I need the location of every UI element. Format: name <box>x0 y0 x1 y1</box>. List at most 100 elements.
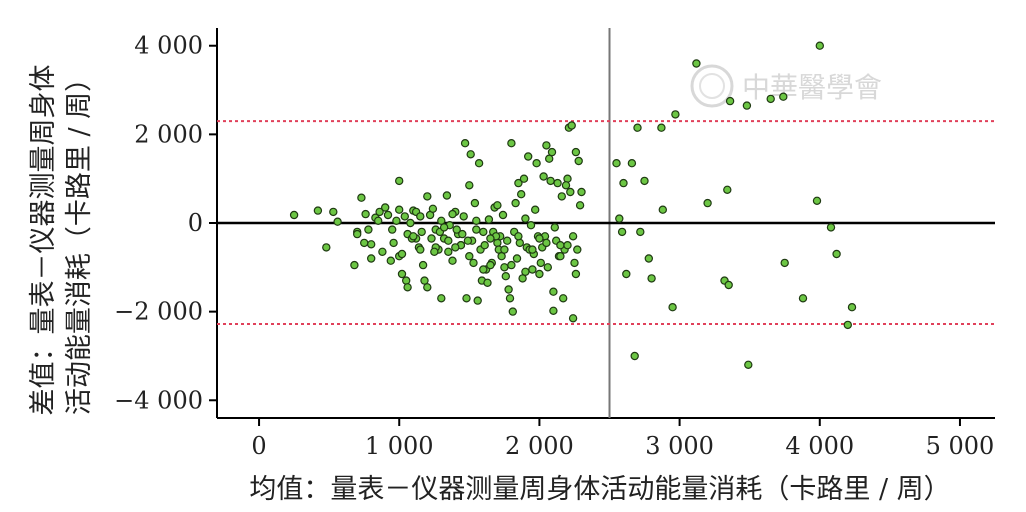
data-point <box>556 240 565 250</box>
data-point <box>633 123 642 132</box>
data-point <box>462 294 471 303</box>
data-point <box>486 260 495 270</box>
data-point <box>766 94 775 104</box>
data-point <box>566 187 575 197</box>
data-point <box>512 254 522 263</box>
data-point <box>536 258 546 268</box>
data-point <box>333 217 342 226</box>
data-point <box>630 351 639 361</box>
data-point <box>493 201 502 210</box>
x-tick-label: 3 000 <box>645 432 714 460</box>
data-point <box>514 178 523 188</box>
data-point <box>427 234 436 243</box>
data-point <box>577 187 586 197</box>
data-point <box>640 176 649 186</box>
data-point <box>546 176 555 186</box>
data-point <box>486 234 495 243</box>
data-point <box>289 210 299 220</box>
data-point <box>374 216 383 225</box>
data-point <box>501 272 510 281</box>
data-point <box>389 238 398 248</box>
data-point <box>472 216 481 225</box>
data-point <box>386 256 395 265</box>
data-point <box>528 245 537 254</box>
data-point <box>452 225 461 234</box>
data-point <box>847 303 857 312</box>
data-point <box>322 243 331 252</box>
y-axis-ticks: 4 000 2 000 0 −2 000 −4 000 <box>114 32 217 414</box>
data-point <box>463 236 473 245</box>
data-point <box>531 205 540 214</box>
data-point <box>532 158 541 168</box>
y-tick-label: 2 000 <box>134 120 203 148</box>
data-point <box>843 320 853 330</box>
data-point <box>466 150 475 159</box>
data-point <box>563 240 572 250</box>
x-axis-title: 均值：量表－仪器测量周身体活动能量消耗（卡路里 / 周） <box>249 474 950 505</box>
data-point <box>469 258 478 268</box>
data-point <box>460 138 470 148</box>
data-point <box>350 260 359 270</box>
watermark-text: 中華醫學會 <box>742 71 882 104</box>
data-point <box>780 258 789 268</box>
data-point <box>568 314 578 323</box>
y-axis-title: 差值：量表－仪器测量周身体 活动能量消耗（卡路里 / 周） <box>28 65 95 416</box>
data-point <box>378 247 387 256</box>
watermark: 中華醫學會 <box>690 64 882 108</box>
x-tick-label: 0 <box>251 432 266 460</box>
data-point <box>430 247 439 256</box>
data-point <box>403 283 412 292</box>
watermark-seal-inner-icon <box>699 73 725 99</box>
data-point <box>528 265 537 274</box>
data-point <box>535 269 544 279</box>
data-point <box>498 210 508 220</box>
data-point <box>381 203 390 212</box>
data-point <box>658 205 668 214</box>
data-point <box>521 267 530 276</box>
data-point <box>507 260 516 270</box>
data-point <box>575 201 585 210</box>
data-point <box>832 249 841 259</box>
data-point <box>725 96 735 106</box>
x-tick-label: 4 000 <box>785 432 854 460</box>
data-point <box>500 245 509 254</box>
data-point <box>479 265 488 274</box>
data-point <box>473 296 482 305</box>
data-point <box>416 212 425 221</box>
data-point <box>400 212 409 221</box>
data-point <box>511 198 520 208</box>
data-point <box>395 176 404 186</box>
data-point <box>483 278 492 287</box>
data-point <box>437 294 446 303</box>
y-tick-label: −2 000 <box>114 298 203 326</box>
y-tick-label: 0 <box>188 209 203 237</box>
data-point <box>448 209 457 219</box>
y-axis-title-line-2: 活动能量消耗（卡路里 / 周） <box>64 65 95 415</box>
data-point <box>549 287 558 296</box>
data-point <box>542 238 551 248</box>
data-point <box>571 147 581 157</box>
data-point <box>703 198 712 208</box>
data-point <box>505 294 515 303</box>
data-point <box>744 360 753 369</box>
data-point <box>798 294 808 303</box>
data-point <box>574 156 583 166</box>
data-point <box>617 227 627 237</box>
x-tick-label: 2 000 <box>505 432 574 460</box>
data-point <box>484 215 494 224</box>
y-tick-label: 4 000 <box>134 32 203 60</box>
data-point <box>367 240 376 249</box>
data-point <box>451 243 460 252</box>
data-point <box>444 236 453 245</box>
data-point <box>417 227 426 237</box>
data-point <box>612 158 621 168</box>
data-point <box>416 245 425 254</box>
data-point <box>474 158 484 168</box>
data-point <box>826 223 836 232</box>
data-point <box>472 225 481 234</box>
data-point <box>500 263 509 272</box>
watermark-seal-icon <box>690 64 734 108</box>
data-point <box>357 193 366 202</box>
data-point <box>504 285 513 294</box>
